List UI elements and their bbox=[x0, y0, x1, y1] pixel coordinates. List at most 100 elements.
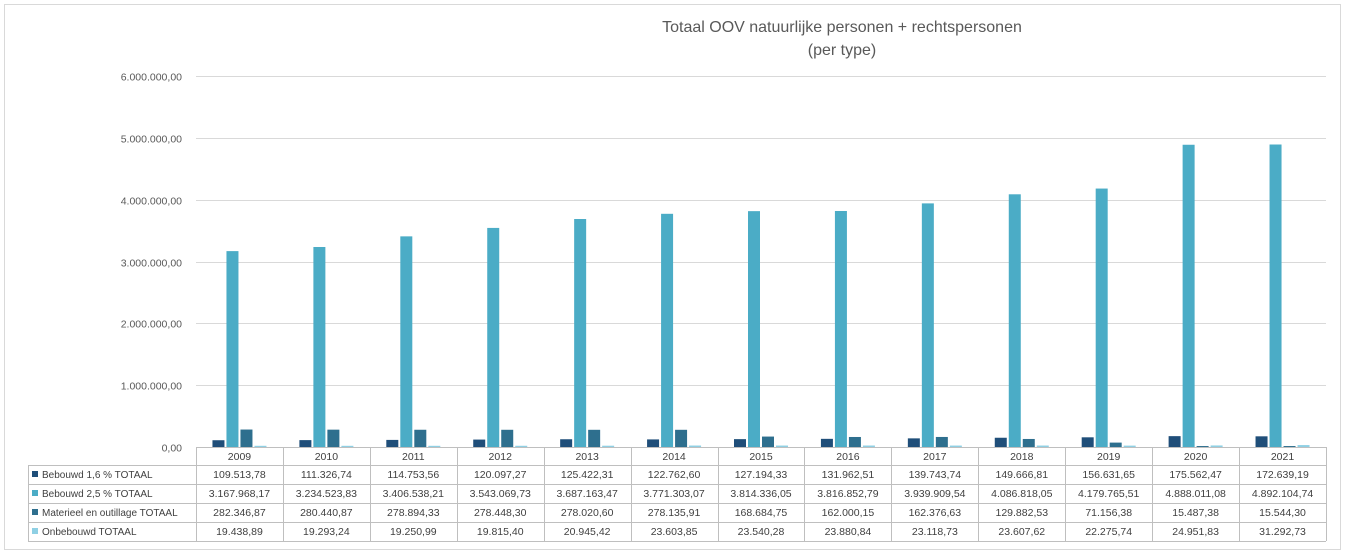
data-label: 109.513,78 bbox=[213, 469, 266, 481]
bar bbox=[299, 440, 312, 447]
data-label: 19.250,99 bbox=[390, 526, 437, 538]
x-tick-label: 2019 bbox=[1097, 451, 1121, 463]
bar bbox=[994, 437, 1007, 447]
data-label: 162.000,15 bbox=[822, 507, 875, 519]
bar bbox=[400, 236, 413, 447]
data-label: 15.544,30 bbox=[1259, 507, 1306, 519]
bar bbox=[1095, 188, 1108, 448]
legend-swatch bbox=[32, 528, 38, 534]
bar bbox=[1255, 436, 1268, 447]
bar bbox=[313, 246, 326, 447]
bar bbox=[574, 219, 587, 447]
data-label: 278.020,60 bbox=[561, 507, 614, 519]
bar bbox=[921, 203, 934, 447]
bar bbox=[762, 436, 774, 447]
x-tick-label: 2017 bbox=[923, 451, 947, 463]
bars bbox=[212, 144, 1310, 448]
data-label: 162.376,63 bbox=[909, 507, 962, 519]
x-tick-label: 2014 bbox=[662, 451, 686, 463]
data-label: 149.666,81 bbox=[995, 469, 1048, 481]
bar bbox=[862, 445, 875, 447]
bar bbox=[820, 438, 833, 447]
data-label: 3.816.852,79 bbox=[817, 488, 878, 500]
data-label: 23.118,73 bbox=[912, 526, 958, 538]
data-label: 278.448,30 bbox=[474, 507, 527, 519]
data-label: 129.882,53 bbox=[995, 507, 1048, 519]
bar bbox=[1008, 194, 1021, 447]
data-label: 4.179.765,51 bbox=[1078, 488, 1139, 500]
bar bbox=[935, 436, 948, 447]
bar bbox=[254, 445, 267, 447]
x-tick-label: 2010 bbox=[315, 451, 339, 463]
bar bbox=[515, 445, 528, 447]
bar bbox=[1123, 445, 1136, 447]
gridlines bbox=[196, 76, 1326, 448]
bar bbox=[1196, 446, 1209, 447]
y-tick-label: 6.000.000,00 bbox=[121, 72, 182, 84]
bar bbox=[226, 251, 239, 447]
bar bbox=[848, 436, 861, 447]
data-label: 125.422,31 bbox=[561, 469, 614, 481]
bar bbox=[1168, 436, 1181, 447]
data-label: 19.815,40 bbox=[477, 526, 524, 538]
bar bbox=[428, 445, 441, 447]
legend-swatch bbox=[32, 471, 38, 477]
data-label: 3.814.336,05 bbox=[730, 488, 791, 500]
data-label: 131.962,51 bbox=[822, 469, 875, 481]
bar bbox=[949, 445, 962, 447]
data-label: 23.607,62 bbox=[998, 526, 1045, 538]
data-label: 168.684,75 bbox=[735, 507, 788, 519]
bar bbox=[1081, 437, 1094, 447]
data-label: 3.406.538,21 bbox=[383, 488, 444, 500]
data-label: 19.293,24 bbox=[303, 526, 350, 538]
bar bbox=[776, 445, 788, 447]
bar bbox=[1210, 445, 1223, 447]
data-label: 175.562,47 bbox=[1169, 469, 1222, 481]
y-tick-label: 5.000.000,00 bbox=[121, 134, 182, 146]
data-label: 4.086.818,05 bbox=[991, 488, 1052, 500]
legend-label: Onbebouwd TOTAAL bbox=[42, 527, 137, 538]
data-label: 20.945,42 bbox=[564, 526, 611, 538]
bar bbox=[1283, 446, 1296, 447]
data-label: 120.097,27 bbox=[474, 469, 527, 481]
y-tick-label: 1.000.000,00 bbox=[121, 381, 182, 393]
bar bbox=[1022, 438, 1035, 447]
bar bbox=[1297, 445, 1310, 447]
data-label: 3.771.303,07 bbox=[643, 488, 704, 500]
data-label: 19.438,89 bbox=[216, 526, 263, 538]
legend-label: Materieel en outillage TOTAAL bbox=[42, 508, 178, 519]
bar bbox=[1036, 445, 1049, 447]
bar bbox=[734, 439, 746, 447]
data-label: 31.292,73 bbox=[1259, 526, 1306, 538]
data-label: 111.326,74 bbox=[301, 469, 352, 481]
y-tick-label: 4.000.000,00 bbox=[121, 196, 182, 208]
data-label: 282.346,87 bbox=[213, 507, 266, 519]
y-axis-ticks: 0,00 1.000.000,00 2.000.000,00 3.000.000,00… bbox=[121, 72, 182, 455]
x-tick-label: 2012 bbox=[489, 451, 513, 463]
data-label: 71.156,38 bbox=[1085, 507, 1132, 519]
bar bbox=[1182, 144, 1195, 447]
data-label: 4.888.011,08 bbox=[1165, 488, 1226, 500]
bar bbox=[689, 445, 702, 447]
y-tick-label: 3.000.000,00 bbox=[121, 258, 182, 270]
x-tick-label: 2016 bbox=[836, 451, 860, 463]
y-tick-label: 2.000.000,00 bbox=[121, 319, 182, 331]
data-label: 23.880,84 bbox=[825, 526, 872, 538]
bar bbox=[588, 429, 601, 447]
bar bbox=[473, 439, 486, 447]
legend-label: Bebouwd 1,6 % TOTAAL bbox=[42, 470, 153, 481]
x-tick-label: 2018 bbox=[1010, 451, 1034, 463]
y-tick-label: 0,00 bbox=[162, 443, 183, 455]
data-label: 4.892.104,74 bbox=[1252, 488, 1313, 500]
legend-label: Bebouwd 2,5 % TOTAAL bbox=[42, 489, 153, 500]
chart-title: Totaal OOV natuurlijke personen + rechts… bbox=[662, 19, 1022, 36]
data-label: 23.540,28 bbox=[738, 526, 785, 538]
data-label: 3.167.968,17 bbox=[209, 488, 270, 500]
data-label: 127.194,33 bbox=[735, 469, 788, 481]
x-tick-label: 2021 bbox=[1271, 451, 1295, 463]
data-table: 2009 2010 2011 2012 2013 2014 2015 2016 2017 2018… bbox=[28, 447, 1327, 542]
x-tick-label: 2013 bbox=[575, 451, 599, 463]
data-label: 280.440,87 bbox=[300, 507, 353, 519]
bar bbox=[647, 439, 660, 447]
